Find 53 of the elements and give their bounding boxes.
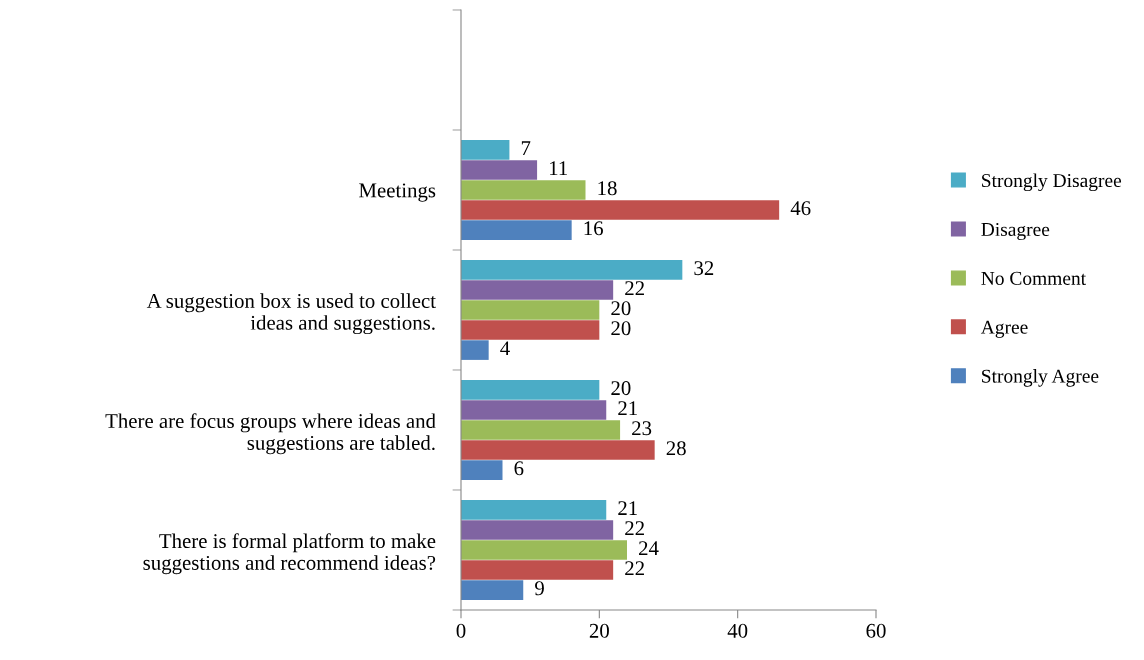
data-label: 24: [639, 541, 659, 556]
data-label: 20: [611, 301, 631, 316]
data-label: 32: [694, 261, 714, 276]
legend-label: Strongly Agree: [982, 369, 1099, 387]
data-label: 22: [625, 281, 644, 295]
bar: [461, 140, 510, 160]
data-label: 20: [611, 381, 631, 396]
bar: [461, 220, 572, 240]
legend-label: Strongly Disagree: [982, 173, 1122, 192]
data-label: 21: [618, 401, 637, 415]
bar: [461, 340, 489, 360]
bar: [461, 440, 655, 460]
legend-label: Disagree: [981, 222, 1050, 241]
data-label: 22: [625, 561, 644, 576]
bar: [461, 320, 600, 340]
data-label: 11: [550, 161, 567, 175]
x-tick-label: 60: [866, 623, 886, 638]
data-label: 46: [790, 201, 811, 216]
data-label: 4: [500, 341, 510, 356]
data-label: 7: [521, 141, 531, 155]
bar: [461, 580, 524, 600]
data-label: 18: [598, 181, 617, 196]
bar: [461, 460, 503, 480]
x-tick-label: 0: [456, 623, 466, 638]
data-label: 6: [514, 461, 524, 476]
bar: [461, 500, 607, 520]
data-label: 28: [666, 441, 686, 456]
y-tick-label: Meetings: [359, 183, 436, 202]
data-label: 22: [625, 521, 644, 535]
bar: [461, 520, 614, 540]
bar: [461, 180, 586, 200]
bar: [461, 380, 600, 400]
data-label: 16: [584, 221, 603, 236]
legend-label: No Comment: [981, 271, 1086, 285]
data-label: 21: [618, 501, 637, 515]
data-label: 23: [632, 421, 652, 436]
x-tick-label: 20: [589, 623, 609, 638]
x-tick-label: 40: [727, 623, 748, 638]
y-tick-label: There are focus groups where ideas and suggestions are tabled.: [105, 413, 436, 455]
data-label: 20: [611, 321, 631, 336]
bar: [461, 300, 600, 320]
bar: [461, 540, 627, 560]
y-tick-label: A suggestion box is used to collect ideas and suggestions.: [146, 293, 436, 335]
bar: [461, 200, 780, 220]
bar: [461, 420, 621, 440]
data-label: 9: [535, 581, 544, 596]
bar: [461, 560, 614, 580]
bar: [461, 260, 683, 280]
bar: [461, 280, 614, 300]
bar: [461, 160, 538, 180]
bar: [461, 400, 607, 420]
y-tick-label: There is formal platform to make suggestions and recommend ideas?: [143, 533, 436, 575]
legend-label: Agree: [980, 320, 1028, 338]
